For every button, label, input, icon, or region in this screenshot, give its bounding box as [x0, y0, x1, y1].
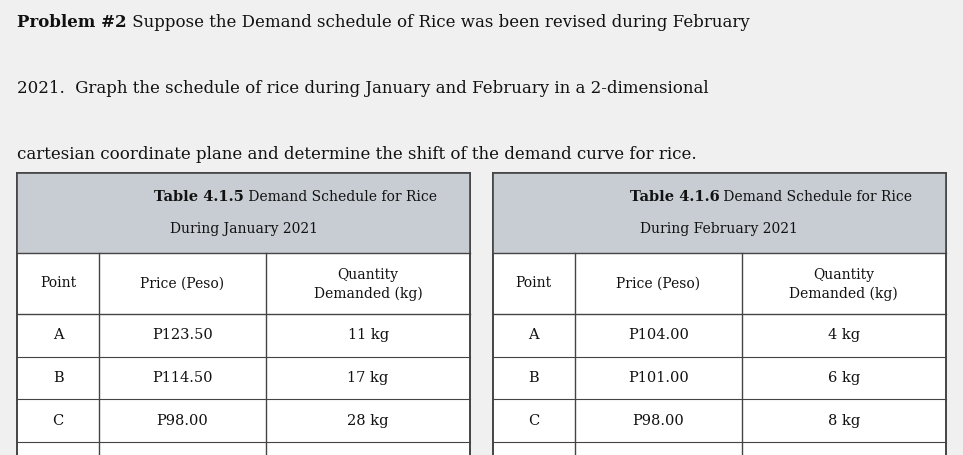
Text: During January 2021: During January 2021 — [169, 222, 318, 236]
Text: C: C — [52, 414, 64, 428]
Bar — [493, 173, 946, 253]
Text: Demanded (kg): Demanded (kg) — [314, 287, 423, 302]
Text: 28 kg: 28 kg — [348, 414, 389, 428]
Text: Price (Peso): Price (Peso) — [616, 276, 700, 290]
Text: P101.00: P101.00 — [628, 371, 689, 385]
Text: Problem #2: Problem #2 — [17, 14, 127, 30]
Text: P114.50: P114.50 — [152, 371, 213, 385]
Text: A: A — [529, 329, 539, 342]
Text: Quantity: Quantity — [814, 268, 874, 282]
Bar — [17, 173, 470, 455]
Text: C: C — [528, 414, 539, 428]
Text: 2021.  Graph the schedule of rice during January and February in a 2-dimensional: 2021. Graph the schedule of rice during … — [17, 80, 709, 96]
Bar — [17, 173, 470, 253]
Text: 6 kg: 6 kg — [828, 371, 860, 385]
Text: Demanded (kg): Demanded (kg) — [790, 287, 898, 302]
Text: During February 2021: During February 2021 — [640, 222, 798, 236]
Text: Point: Point — [40, 276, 76, 290]
Text: B: B — [53, 371, 64, 385]
Text: cartesian coordinate plane and determine the shift of the demand curve for rice.: cartesian coordinate plane and determine… — [17, 146, 697, 162]
Text: Quantity: Quantity — [338, 268, 399, 282]
Text: 17 kg: 17 kg — [348, 371, 389, 385]
Text: B: B — [529, 371, 539, 385]
Bar — [493, 173, 946, 455]
Text: P123.50: P123.50 — [152, 329, 213, 342]
Text: Suppose the Demand schedule of Rice was been revised during February: Suppose the Demand schedule of Rice was … — [127, 14, 750, 30]
Text: 8 kg: 8 kg — [828, 414, 860, 428]
Text: Table 4.1.6: Table 4.1.6 — [630, 190, 719, 204]
Text: Table 4.1.5: Table 4.1.5 — [154, 190, 244, 204]
Text: Demand Schedule for Rice: Demand Schedule for Rice — [719, 190, 912, 204]
Text: Price (Peso): Price (Peso) — [141, 276, 224, 290]
Text: 4 kg: 4 kg — [828, 329, 860, 342]
Text: P98.00: P98.00 — [157, 414, 208, 428]
Text: P98.00: P98.00 — [633, 414, 684, 428]
Text: Point: Point — [516, 276, 552, 290]
Text: 11 kg: 11 kg — [348, 329, 389, 342]
Text: A: A — [53, 329, 64, 342]
Text: P104.00: P104.00 — [628, 329, 689, 342]
Text: Demand Schedule for Rice: Demand Schedule for Rice — [244, 190, 436, 204]
